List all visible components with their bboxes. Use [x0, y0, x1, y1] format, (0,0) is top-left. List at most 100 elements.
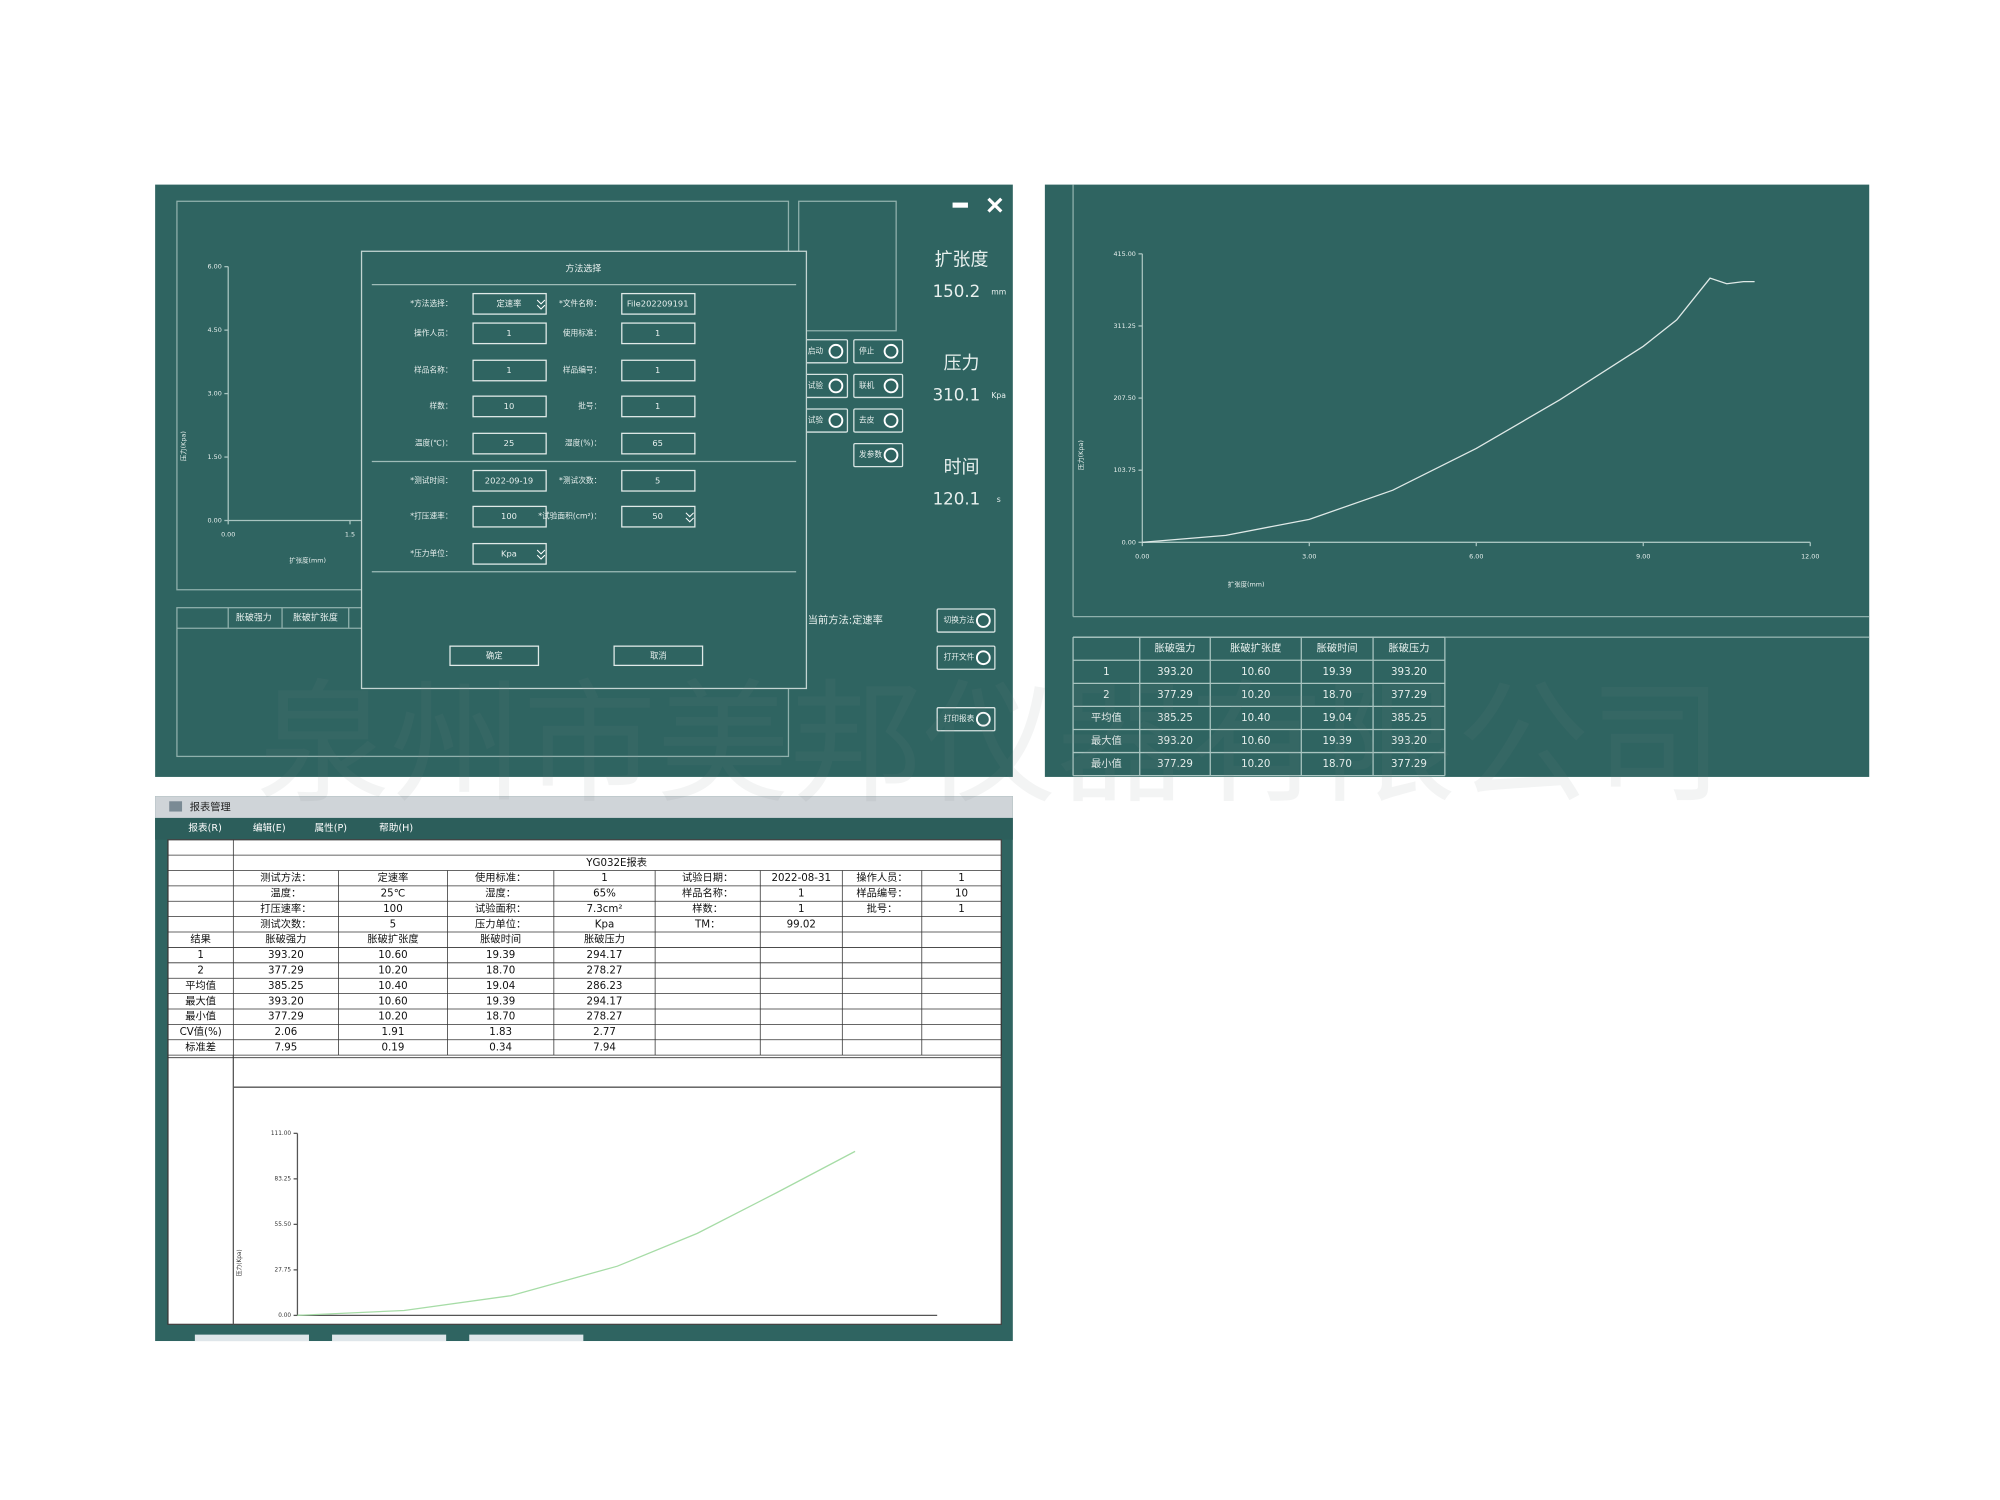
minimize-button[interactable] [952, 202, 968, 208]
field-input[interactable] [621, 432, 696, 455]
field-input[interactable] [472, 505, 547, 528]
dialog-button-label: 确定 [486, 650, 503, 660]
info-cell: 5 [390, 918, 397, 930]
readout-label: 扩张度 [935, 249, 989, 270]
menu-item[interactable]: 编辑(E) [253, 822, 286, 834]
y-tick-label: 311.25 [1113, 322, 1135, 330]
action-button[interactable] [936, 707, 996, 732]
results-cell: 18.70 [486, 965, 515, 977]
field-input[interactable] [472, 469, 547, 492]
info-cell: 样品名称： [682, 887, 733, 900]
field-input[interactable] [472, 292, 547, 315]
curve-window: 0.00 103.75 207.50 311.25 415.00 0.00 3.00 6.00… [1044, 184, 1870, 777]
tab-button[interactable] [194, 1334, 309, 1342]
dialog-bg [360, 250, 808, 690]
close-button[interactable] [987, 197, 1003, 213]
y-tick-label: 0.00 [208, 517, 222, 525]
action-button[interactable] [936, 645, 996, 670]
side-button-label: 发参数 [859, 449, 882, 459]
info-cell: 试验面积： [475, 902, 526, 915]
field-label: 样数： [429, 400, 452, 410]
table-cell: 19.39 [1323, 735, 1352, 747]
side-button[interactable] [853, 373, 904, 399]
field-value: Kpa [501, 548, 517, 558]
button-icon [883, 447, 899, 463]
info-cell: 样品编号： [856, 887, 907, 900]
y-tick-label: 55.50 [275, 1222, 292, 1228]
x-tick-label: 9.00 [1636, 552, 1650, 560]
y-tick-label: 1.50 [208, 453, 222, 461]
menu-item[interactable]: 报表(R) [188, 822, 221, 834]
side-button-label: 启动 [808, 345, 824, 355]
dialog-button[interactable] [613, 645, 704, 667]
dialog-button[interactable] [449, 645, 540, 667]
field-input[interactable] [621, 292, 696, 315]
menu-item[interactable]: 帮助(H) [379, 822, 413, 834]
field-value: File202209191 [627, 298, 689, 308]
button-icon [975, 711, 991, 727]
info-cell: 使用标准： [475, 871, 526, 884]
results-cell: 平均值 [185, 979, 216, 992]
y-axis-label: 压力(Kpa) [1076, 440, 1085, 470]
results-cell: 294.17 [587, 995, 623, 1007]
info-cell: 样数： [692, 902, 723, 915]
field-input[interactable] [472, 395, 547, 418]
field-input[interactable] [472, 322, 547, 345]
watermark: 泉州市美邦仪器有限公司 [256, 667, 1723, 822]
field-value: 5 [655, 475, 660, 485]
results-cell: 286.23 [587, 980, 623, 992]
results-header: 胀破扩张度 [367, 933, 418, 946]
field-input[interactable] [621, 359, 696, 382]
side-button-label: 试验 [808, 415, 824, 425]
side-button[interactable] [853, 442, 904, 468]
results-cell: 1.91 [382, 1026, 405, 1038]
field-label: 样品编号： [563, 365, 601, 375]
field-input[interactable] [472, 432, 547, 455]
dialog-button-label: 取消 [650, 650, 667, 660]
results-cell: 7.94 [593, 1041, 616, 1053]
y-tick-label: 83.25 [275, 1176, 292, 1182]
dropdown-arrow [685, 512, 694, 523]
side-button[interactable] [853, 339, 904, 364]
table-header: 胀破强力 [1154, 642, 1195, 655]
readout-unit: Kpa [991, 391, 1006, 400]
field-input[interactable] [472, 359, 547, 382]
results-header: 胀破时间 [480, 933, 521, 946]
y-tick-label: 103.75 [1113, 466, 1135, 474]
table-cell: 377.29 [1391, 758, 1427, 770]
field-input[interactable] [621, 395, 696, 418]
menu-item[interactable]: 属性(P) [315, 822, 348, 834]
y-tick-label: 3.00 [208, 390, 222, 398]
field-value: 10 [504, 401, 515, 411]
info-cell: 1 [798, 903, 805, 915]
button-icon [883, 343, 899, 359]
action-button-label: 打开文件 [944, 652, 975, 662]
field-label: *测试时间： [410, 475, 452, 485]
results-cell: 10.60 [378, 995, 407, 1007]
table-cell: 10.40 [1241, 712, 1270, 724]
results-cell: 最大值 [185, 994, 216, 1007]
table-cell: 377.29 [1157, 758, 1193, 770]
table-cell: 385.25 [1157, 712, 1193, 724]
results-cell: 0.19 [382, 1041, 405, 1053]
tab-button[interactable] [469, 1334, 584, 1342]
field-input[interactable] [621, 469, 696, 492]
results-cell: 2 [197, 965, 204, 977]
info-cell: TM： [694, 918, 720, 930]
field-label: *方法选择： [410, 298, 452, 308]
table-cell: 377.29 [1391, 689, 1427, 701]
menu-bar [155, 817, 1013, 840]
tab-button[interactable] [332, 1334, 447, 1342]
results-cell: 19.39 [486, 995, 515, 1007]
action-button[interactable] [936, 608, 996, 633]
side-button[interactable] [853, 408, 904, 433]
button-icon [883, 413, 899, 428]
field-input[interactable] [472, 542, 547, 565]
field-input[interactable] [621, 322, 696, 345]
results-cell: 385.25 [268, 980, 304, 992]
info-cell: 1 [601, 872, 608, 884]
y-tick-label: 207.50 [1113, 394, 1135, 402]
results-cell: 377.29 [268, 965, 304, 977]
field-input[interactable] [621, 505, 696, 528]
table-cell: 18.70 [1323, 689, 1352, 701]
